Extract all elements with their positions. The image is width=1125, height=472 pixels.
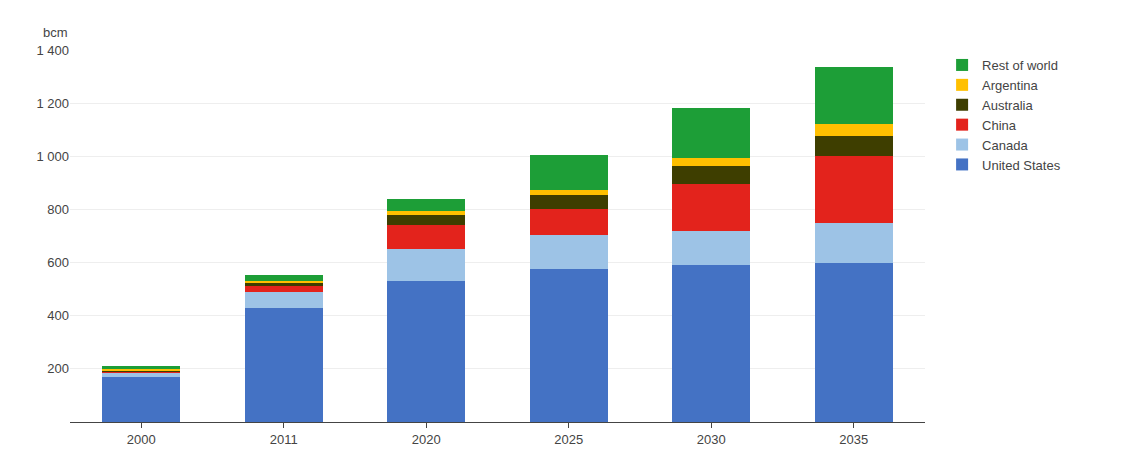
svg-text:400: 400 (47, 308, 69, 323)
svg-text:2011: 2011 (270, 432, 298, 447)
svg-text:2025: 2025 (554, 432, 583, 447)
svg-text:Canada: Canada (982, 138, 1028, 153)
svg-text:2035: 2035 (839, 432, 868, 447)
svg-text:2000: 2000 (127, 432, 156, 447)
svg-text:200: 200 (47, 361, 69, 376)
svg-text:600: 600 (47, 255, 69, 270)
svg-text:Australia: Australia (982, 98, 1033, 113)
svg-text:800: 800 (47, 202, 69, 217)
svg-text:China: China (982, 118, 1017, 133)
svg-text:2020: 2020 (412, 432, 441, 447)
svg-text:1 000: 1 000 (36, 149, 69, 164)
svg-text:2030: 2030 (697, 432, 726, 447)
svg-text:1 200: 1 200 (36, 96, 69, 111)
svg-text:bcm: bcm (43, 25, 68, 40)
svg-text:1 400: 1 400 (36, 43, 69, 58)
svg-text:United States: United States (982, 158, 1061, 173)
svg-text:Rest of world: Rest of world (982, 58, 1058, 73)
svg-text:Argentina: Argentina (982, 78, 1038, 93)
